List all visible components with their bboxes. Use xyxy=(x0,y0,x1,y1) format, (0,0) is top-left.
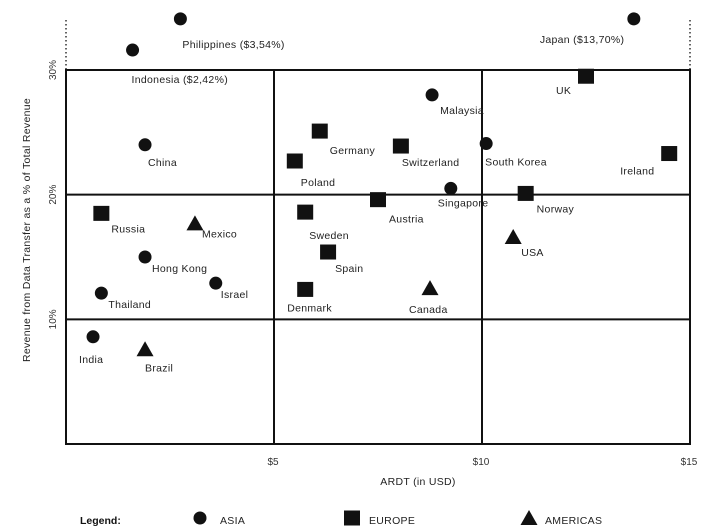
point-label-israel: Israel xyxy=(221,289,248,301)
point-austria xyxy=(370,192,386,208)
y-axis-label: Revenue from Data Transfer as a % of Tot… xyxy=(21,98,33,362)
legend-title: Legend: xyxy=(80,515,121,527)
point-label-switzerland: Switzerland xyxy=(402,157,460,169)
point-label-canada: Canada xyxy=(409,304,448,316)
point-label-thailand: Thailand xyxy=(108,299,151,311)
point-poland xyxy=(286,153,303,169)
legend-marker-asia xyxy=(193,511,207,525)
point-label-ireland: Ireland xyxy=(620,166,654,178)
point-thailand xyxy=(94,286,108,300)
point-sweden xyxy=(297,204,314,220)
point-label-usa: USA xyxy=(521,247,544,259)
point-philippines xyxy=(173,12,187,26)
legend-marker-europe xyxy=(344,510,360,526)
point-label-south-korea: South Korea xyxy=(485,157,547,169)
point-hong-kong xyxy=(138,250,152,264)
point-label-hong-kong: Hong Kong xyxy=(152,263,207,275)
legend-label-europe: EUROPE xyxy=(369,515,415,527)
point-label-malaysia: Malaysia xyxy=(440,105,484,117)
point-label-norway: Norway xyxy=(537,203,575,215)
point-switzerland xyxy=(392,138,409,154)
point-norway xyxy=(517,185,534,201)
plot-frame xyxy=(65,69,691,445)
point-japan xyxy=(627,12,641,26)
point-spain xyxy=(320,244,337,260)
point-label-russia: Russia xyxy=(111,223,145,235)
point-canada xyxy=(421,280,439,296)
point-uk xyxy=(578,68,594,84)
point-label-denmark: Denmark xyxy=(287,302,332,314)
legend-label-asia: ASIA xyxy=(220,515,245,527)
point-denmark xyxy=(297,281,314,297)
x-tick-label: $15 xyxy=(681,457,698,468)
point-germany xyxy=(311,123,328,139)
x-axis-label: ARDT (in USD) xyxy=(380,476,455,488)
point-brazil xyxy=(136,341,154,357)
point-label-sweden: Sweden xyxy=(309,230,349,242)
point-label-austria: Austria xyxy=(389,214,424,226)
point-ireland xyxy=(661,146,678,162)
point-label-brazil: Brazil xyxy=(145,362,173,374)
point-malaysia xyxy=(425,88,439,102)
point-china xyxy=(138,138,152,152)
y-tick-label: 10% xyxy=(48,309,59,329)
point-usa xyxy=(504,229,522,245)
point-south-korea xyxy=(479,137,493,151)
point-israel xyxy=(209,276,223,290)
point-label-mexico: Mexico xyxy=(202,228,237,240)
point-label-japan: Japan ($13,70%) xyxy=(540,34,624,46)
point-label-germany: Germany xyxy=(330,145,376,157)
point-indonesia xyxy=(126,43,140,57)
point-label-singapore: Singapore xyxy=(438,197,489,209)
x-tick-label: $5 xyxy=(267,457,279,468)
x-tick-label: $10 xyxy=(473,457,490,468)
point-label-india: India xyxy=(79,354,103,366)
point-label-spain: Spain xyxy=(335,263,363,275)
point-india xyxy=(86,330,100,344)
point-label-indonesia: Indonesia ($2,42%) xyxy=(132,74,228,86)
point-singapore xyxy=(444,181,458,195)
point-mexico xyxy=(186,215,204,231)
point-label-poland: Poland xyxy=(301,177,336,189)
legend-marker-americas xyxy=(520,510,538,525)
point-russia xyxy=(93,205,110,221)
point-label-uk: UK xyxy=(556,85,571,97)
point-label-philippines: Philippines ($3,54%) xyxy=(182,39,284,51)
point-label-china: China xyxy=(148,157,177,169)
y-tick-label: 30% xyxy=(48,60,59,80)
legend-label-americas: AMERICAS xyxy=(545,515,602,527)
y-tick-label: 20% xyxy=(48,185,59,205)
